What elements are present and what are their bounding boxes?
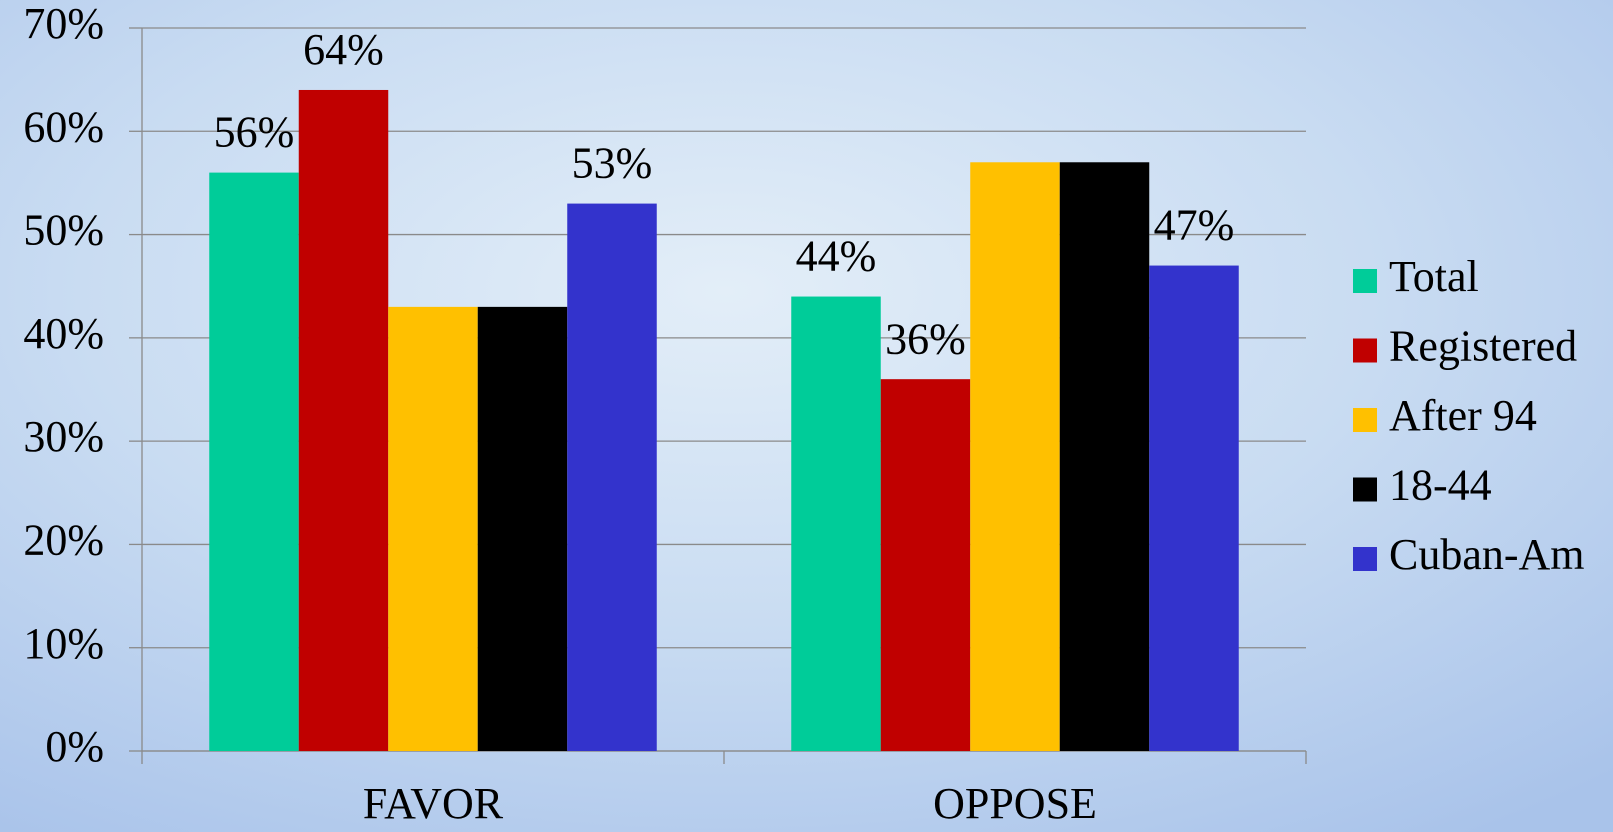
- legend-label: 18-44: [1389, 461, 1492, 510]
- bar: [477, 306, 568, 751]
- data-label: 47%: [1154, 201, 1235, 250]
- y-tick-label: 50%: [23, 206, 104, 255]
- y-tick-label: 20%: [23, 516, 104, 565]
- bar: [1149, 265, 1239, 751]
- y-tick-label: 60%: [23, 102, 104, 151]
- plot: 0% 10% 20% 30% 40% 50% 60% 70% FAVOR 56%64% 53% OPP…: [23, 0, 1584, 828]
- legend-label: After 94: [1389, 391, 1537, 440]
- bar: [970, 162, 1060, 751]
- y-tick-label: 10%: [23, 619, 104, 668]
- legend-swatch: [1353, 338, 1377, 363]
- legend-label: Total: [1389, 252, 1479, 301]
- y-tick-label: 70%: [23, 0, 104, 48]
- bar: [298, 89, 389, 751]
- x-tick-label: FAVOR: [363, 779, 504, 828]
- data-label: 44%: [796, 232, 877, 281]
- bar: [791, 296, 881, 751]
- legend-label: Cuban-Am: [1389, 530, 1585, 579]
- bar: [880, 379, 971, 751]
- bar: [209, 172, 299, 752]
- x-tick-label: OPPOSE: [933, 779, 1097, 828]
- legend-swatch: [1353, 547, 1377, 571]
- y-tick-label: 30%: [23, 412, 104, 461]
- bar: [1059, 162, 1150, 751]
- data-label: 36%: [885, 314, 966, 363]
- bar: [567, 203, 657, 752]
- legend-label: Registered: [1389, 322, 1577, 371]
- legend-swatch: [1353, 408, 1377, 432]
- legend-swatch: [1353, 269, 1377, 293]
- y-tick-label: 0%: [45, 722, 104, 771]
- data-label: 56%: [214, 108, 295, 157]
- bar: [388, 306, 478, 751]
- data-label: 53%: [572, 139, 653, 188]
- legend-swatch: [1353, 477, 1377, 502]
- y-tick-label: 40%: [23, 309, 104, 358]
- data-label: 64%: [303, 25, 384, 74]
